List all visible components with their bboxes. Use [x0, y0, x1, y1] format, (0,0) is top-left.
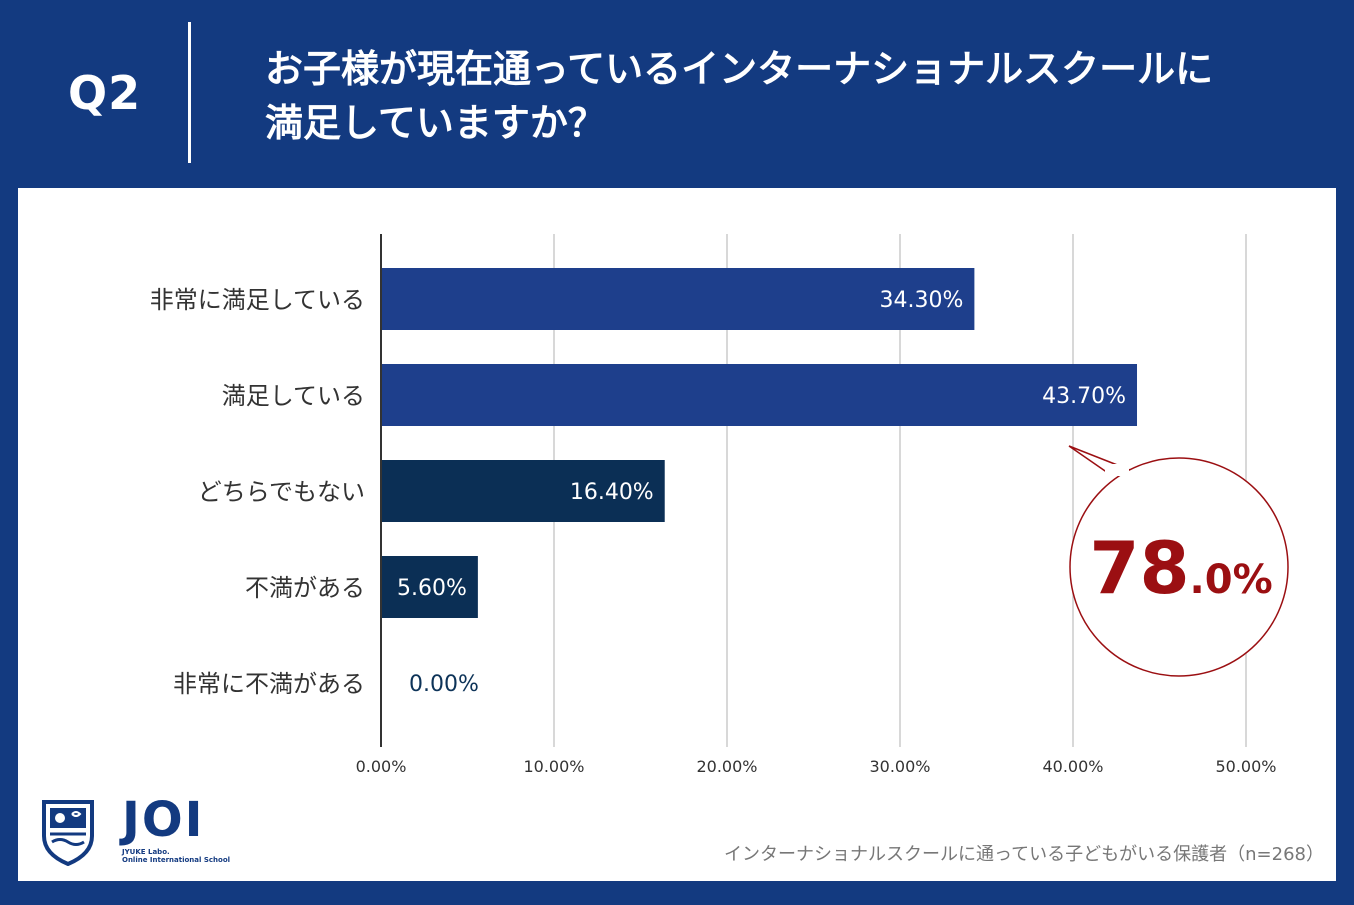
title-line-1: お子様が現在通っているインターナショナルスクールに — [265, 47, 1214, 91]
footnote: インターナショナルスクールに通っている子どもがいる保護者（n=268） — [724, 844, 1324, 865]
data-label: 0.00% — [409, 672, 479, 697]
category-label: 不満がある — [245, 574, 365, 602]
callout-joint — [1105, 464, 1129, 476]
data-label: 16.40% — [570, 480, 654, 505]
x-tick-label: 10.00% — [523, 757, 584, 776]
page-title: お子様が現在通っているインターナショナルスクールに 満足していますか？ — [265, 42, 1335, 150]
shield-icon — [42, 800, 94, 866]
data-label: 5.60% — [397, 576, 467, 601]
title-line-2: 満足していますか？ — [265, 101, 606, 145]
bar — [381, 460, 665, 522]
category-label: どちらでもない — [198, 478, 365, 506]
logo-text: JOI — [122, 792, 205, 848]
data-label: 34.30% — [879, 288, 963, 313]
callout-value-sub: .0% — [1190, 557, 1273, 603]
question-number: Q2 — [68, 66, 142, 120]
bar — [381, 268, 975, 330]
category-label: 非常に満足している — [150, 286, 365, 314]
logo-subtitle-line-1: JYUKE Labo. — [122, 848, 170, 856]
category-label: 非常に不満がある — [173, 670, 365, 698]
x-tick-label: 50.00% — [1215, 757, 1276, 776]
callout-value-main: 78 — [1089, 526, 1189, 610]
header-divider — [188, 22, 191, 163]
logo-subtitle-line-2: Online International School — [122, 856, 231, 864]
data-label: 43.70% — [1042, 384, 1126, 409]
callout-value: 78.0% — [1089, 526, 1272, 610]
logo: JOI JYUKE Labo. Online International Sch… — [38, 792, 238, 870]
header: Q2 お子様が現在通っているインターナショナルスクールに 満足していますか？ — [0, 0, 1354, 188]
x-tick-label: 0.00% — [356, 757, 407, 776]
x-tick-label: 30.00% — [869, 757, 930, 776]
bar-chart: 0.00% 10.00% 20.00% 30.00% 40.00% 50.00% 非常に満足… — [150, 234, 1289, 776]
callout-circle — [1069, 457, 1289, 677]
x-tick-label: 20.00% — [696, 757, 757, 776]
chart-panel: 0.00% 10.00% 20.00% 30.00% 40.00% 50.00% 非常に満足… — [18, 188, 1336, 881]
bar — [381, 364, 1138, 426]
x-tick-label: 40.00% — [1042, 757, 1103, 776]
category-label: 満足している — [222, 382, 365, 410]
logo-subtitle: JYUKE Labo. Online International School — [122, 848, 252, 864]
bar — [381, 556, 478, 618]
